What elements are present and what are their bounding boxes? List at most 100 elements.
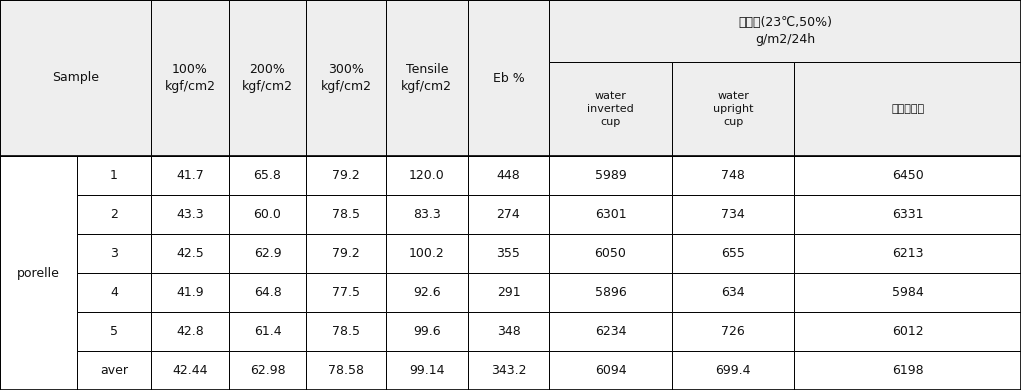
Bar <box>0 0 151 156</box>
Text: 6213: 6213 <box>892 247 923 260</box>
Bar <box>151 312 229 351</box>
Bar <box>386 156 468 195</box>
Text: 78.5: 78.5 <box>332 325 360 338</box>
Bar <box>151 234 229 273</box>
Text: 99.14: 99.14 <box>409 364 444 377</box>
Text: 734: 734 <box>721 208 745 221</box>
Bar <box>549 62 672 156</box>
Text: 77.5: 77.5 <box>332 286 360 299</box>
Bar <box>229 273 306 312</box>
Text: 61.4: 61.4 <box>253 325 282 338</box>
Text: Eb %: Eb % <box>492 71 525 85</box>
Text: 448: 448 <box>496 169 521 182</box>
Text: 65.8: 65.8 <box>253 169 282 182</box>
Text: 291: 291 <box>496 286 521 299</box>
Text: 염화칼싘법: 염화칼싘법 <box>891 104 924 114</box>
Bar <box>77 195 151 234</box>
Bar <box>306 234 386 273</box>
Text: 6450: 6450 <box>891 169 924 182</box>
Bar <box>794 351 1021 390</box>
Bar <box>794 156 1021 195</box>
Bar <box>151 195 229 234</box>
Text: 348: 348 <box>496 325 521 338</box>
Bar <box>672 195 794 234</box>
Text: 2: 2 <box>110 208 117 221</box>
Text: 4: 4 <box>110 286 117 299</box>
Text: 100%
kgf/cm2: 100% kgf/cm2 <box>164 63 215 93</box>
Text: 62.9: 62.9 <box>253 247 282 260</box>
Text: 83.3: 83.3 <box>412 208 441 221</box>
Text: 92.6: 92.6 <box>412 286 441 299</box>
Bar <box>229 156 306 195</box>
Text: 1: 1 <box>110 169 117 182</box>
Text: 6094: 6094 <box>595 364 626 377</box>
Text: 43.3: 43.3 <box>176 208 204 221</box>
Text: 120.0: 120.0 <box>408 169 445 182</box>
Bar <box>549 273 672 312</box>
Text: 투습도(23℃,50%)
g/m2/24h: 투습도(23℃,50%) g/m2/24h <box>738 16 832 46</box>
Bar <box>549 195 672 234</box>
Text: Tensile
kgf/cm2: Tensile kgf/cm2 <box>401 63 452 93</box>
Text: 200%
kgf/cm2: 200% kgf/cm2 <box>242 63 293 93</box>
Text: 64.8: 64.8 <box>253 286 282 299</box>
Text: porelle: porelle <box>17 266 59 280</box>
Bar <box>549 312 672 351</box>
Bar <box>229 0 306 156</box>
Text: aver: aver <box>100 364 128 377</box>
Text: 6050: 6050 <box>594 247 627 260</box>
Text: 5984: 5984 <box>891 286 924 299</box>
Bar <box>151 351 229 390</box>
Text: 300%
kgf/cm2: 300% kgf/cm2 <box>321 63 372 93</box>
Bar <box>306 351 386 390</box>
Bar <box>672 62 794 156</box>
Bar <box>77 312 151 351</box>
Bar <box>549 0 1021 62</box>
Text: 726: 726 <box>721 325 745 338</box>
Bar <box>229 351 306 390</box>
Text: 6301: 6301 <box>595 208 626 221</box>
Text: 62.98: 62.98 <box>250 364 285 377</box>
Text: water
inverted
cup: water inverted cup <box>587 91 634 128</box>
Text: Sample: Sample <box>52 71 99 85</box>
Text: 274: 274 <box>496 208 521 221</box>
Text: 634: 634 <box>721 286 745 299</box>
Bar <box>468 195 549 234</box>
Bar <box>386 0 468 156</box>
Bar <box>672 234 794 273</box>
Bar <box>794 195 1021 234</box>
Text: 41.9: 41.9 <box>176 286 204 299</box>
Bar <box>77 234 151 273</box>
Bar <box>386 195 468 234</box>
Bar <box>468 0 549 156</box>
Text: 699.4: 699.4 <box>716 364 750 377</box>
Text: 6198: 6198 <box>892 364 923 377</box>
Text: 5896: 5896 <box>594 286 627 299</box>
Text: 6331: 6331 <box>892 208 923 221</box>
Text: 79.2: 79.2 <box>332 169 360 182</box>
Bar <box>672 351 794 390</box>
Bar <box>0 156 77 390</box>
Text: 655: 655 <box>721 247 745 260</box>
Bar <box>229 312 306 351</box>
Text: 3: 3 <box>110 247 117 260</box>
Text: 100.2: 100.2 <box>408 247 445 260</box>
Text: 79.2: 79.2 <box>332 247 360 260</box>
Text: 41.7: 41.7 <box>176 169 204 182</box>
Bar <box>306 195 386 234</box>
Text: 748: 748 <box>721 169 745 182</box>
Bar <box>794 234 1021 273</box>
Bar <box>468 273 549 312</box>
Bar <box>386 273 468 312</box>
Bar <box>468 312 549 351</box>
Bar <box>468 351 549 390</box>
Bar <box>306 156 386 195</box>
Bar <box>77 156 151 195</box>
Bar <box>386 351 468 390</box>
Text: 355: 355 <box>496 247 521 260</box>
Bar <box>672 312 794 351</box>
Bar <box>151 156 229 195</box>
Bar <box>468 234 549 273</box>
Bar <box>77 273 151 312</box>
Bar <box>306 0 386 156</box>
Text: water
upright
cup: water upright cup <box>713 91 753 128</box>
